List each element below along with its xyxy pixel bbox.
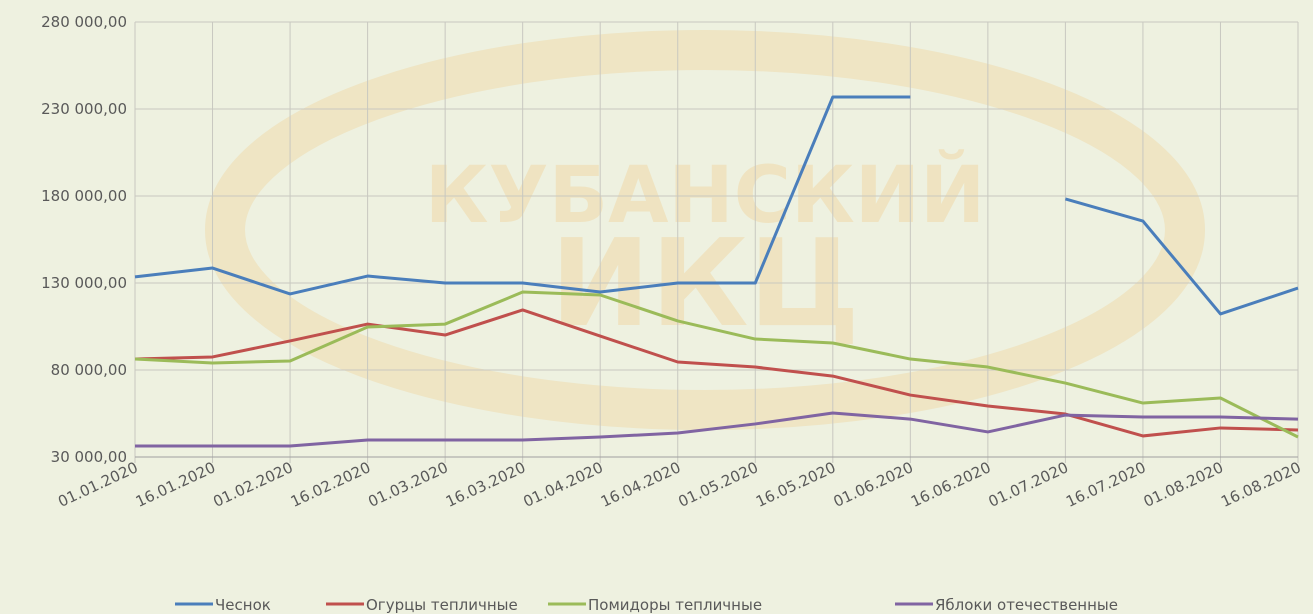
y-tick-label: 80 000,00 — [51, 361, 127, 379]
x-tick-label: 16.04.2020 — [598, 458, 683, 511]
y-tick-label: 130 000,00 — [41, 274, 127, 292]
x-tick-label: 01.02.2020 — [210, 458, 295, 511]
x-tick-label: 16.08.2020 — [1218, 458, 1303, 511]
x-tick-label: 16.01.2020 — [133, 458, 218, 511]
x-tick-label: 01.06.2020 — [831, 458, 916, 511]
y-tick-label: 280 000,00 — [41, 13, 127, 31]
legend-label: Чеснок — [215, 596, 271, 614]
x-tick-label: 01.07.2020 — [986, 458, 1071, 511]
y-tick-label: 30 000,00 — [51, 448, 127, 466]
x-tick-label: 16.05.2020 — [753, 458, 838, 511]
y-tick-label: 230 000,00 — [41, 100, 127, 118]
watermark: КУБАНСКИЙ ИКЦ — [225, 50, 1185, 410]
x-tick-label: 01.04.2020 — [520, 458, 605, 511]
legend-label: Помидоры тепличные — [588, 596, 762, 614]
x-tick-label: 01.05.2020 — [676, 458, 761, 511]
x-tick-label: 16.07.2020 — [1063, 458, 1148, 511]
legend-label: Яблоки отечественные — [935, 596, 1118, 614]
x-tick-label: 01.01.2020 — [55, 458, 140, 511]
x-tick-label: 16.02.2020 — [288, 458, 373, 511]
legend-label: Огурцы тепличные — [366, 596, 518, 614]
chart: КУБАНСКИЙ ИКЦ 30 000,00 80 000,00 130 000,… — [0, 0, 1313, 614]
x-tick-label: 16.03.2020 — [443, 458, 528, 511]
x-tick-label: 01.08.2020 — [1141, 458, 1226, 511]
y-tick-label: 180 000,00 — [41, 187, 127, 205]
x-tick-label: 16.06.2020 — [908, 458, 993, 511]
x-tick-label: 01.03.2020 — [365, 458, 450, 511]
